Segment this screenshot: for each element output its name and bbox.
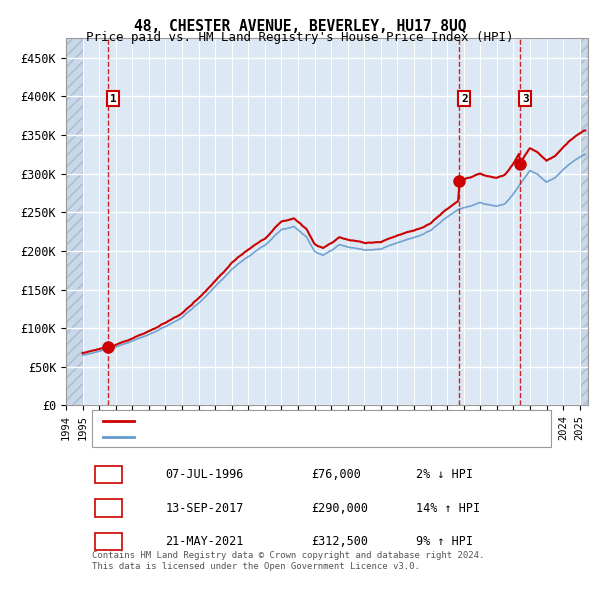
Text: Contains HM Land Registry data © Crown copyright and database right 2024.
This d: Contains HM Land Registry data © Crown c… xyxy=(92,551,484,571)
Text: £312,500: £312,500 xyxy=(311,535,368,548)
Text: 13-SEP-2017: 13-SEP-2017 xyxy=(165,502,244,514)
Text: 3: 3 xyxy=(522,94,529,104)
Bar xyxy=(92,411,551,447)
Bar xyxy=(95,499,122,517)
Bar xyxy=(95,466,122,483)
Text: 2: 2 xyxy=(461,94,467,104)
Text: 1: 1 xyxy=(110,94,116,104)
Text: 48, CHESTER AVENUE, BEVERLEY, HU17 8UQ: 48, CHESTER AVENUE, BEVERLEY, HU17 8UQ xyxy=(134,19,466,34)
Text: £290,000: £290,000 xyxy=(311,502,368,514)
Bar xyxy=(581,38,588,405)
Text: 9% ↑ HPI: 9% ↑ HPI xyxy=(416,535,473,548)
Bar xyxy=(66,38,83,405)
Text: 14% ↑ HPI: 14% ↑ HPI xyxy=(416,502,480,514)
Text: 1: 1 xyxy=(104,468,112,481)
Text: 07-JUL-1996: 07-JUL-1996 xyxy=(165,468,244,481)
Text: 2% ↓ HPI: 2% ↓ HPI xyxy=(416,468,473,481)
Bar xyxy=(66,38,83,405)
Text: 21-MAY-2021: 21-MAY-2021 xyxy=(165,535,244,548)
Bar xyxy=(95,533,122,550)
Text: 2: 2 xyxy=(104,502,112,514)
Text: 3: 3 xyxy=(104,535,112,548)
Bar xyxy=(581,38,588,405)
Text: HPI: Average price, detached house, East Riding of Yorkshire: HPI: Average price, detached house, East… xyxy=(145,432,519,442)
Text: £76,000: £76,000 xyxy=(311,468,361,481)
Text: 48, CHESTER AVENUE, BEVERLEY, HU17 8UQ (detached house): 48, CHESTER AVENUE, BEVERLEY, HU17 8UQ (… xyxy=(145,416,488,426)
Text: Price paid vs. HM Land Registry's House Price Index (HPI): Price paid vs. HM Land Registry's House … xyxy=(86,31,514,44)
